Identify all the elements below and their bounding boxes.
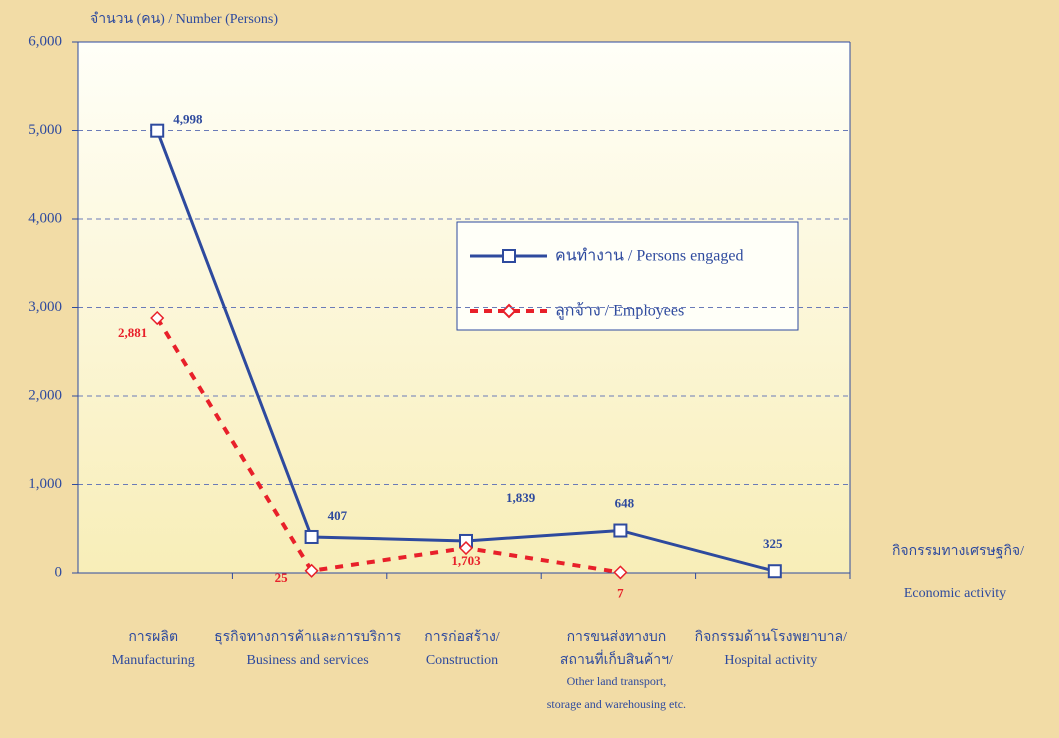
legend-marker [502, 249, 516, 263]
data-label: 25 [275, 570, 289, 585]
x-tick-label: การก่อสร้าง/ [424, 629, 500, 645]
x-tick-label: Other land transport, [567, 674, 667, 688]
point [458, 540, 474, 556]
y-axis-title: จำนวน (คน) / Number (Persons) [90, 12, 278, 27]
x-tick-label: Manufacturing [112, 653, 195, 668]
point [613, 523, 628, 538]
point [150, 310, 165, 326]
point [304, 529, 319, 544]
y-tick-label: 3,000 [28, 299, 62, 315]
legend: คนทำงาน / Persons engaged ลูกจ้าง / Emplo… [456, 221, 799, 331]
x-tick-label: Hospital activity [724, 653, 817, 668]
y-tick-label: 1,000 [28, 476, 62, 492]
data-label: 1,839 [506, 490, 536, 505]
x-tick-label: สถานที่เก็บสินค้าฯ/ [560, 650, 673, 668]
point [767, 564, 782, 579]
data-label: 1,703 [451, 553, 481, 568]
data-label: 2,881 [118, 325, 147, 340]
legend-label: คนทำงาน / Persons engaged [555, 248, 743, 265]
x-tick-label: ธุรกิจทางการค้าและการบริการ [214, 629, 401, 645]
point [304, 563, 319, 578]
data-label: 4,998 [173, 112, 203, 127]
point [613, 565, 628, 580]
x-tick-label: การขนส่งทางบก [567, 630, 667, 645]
series-line [155, 316, 621, 575]
x-tick-label: กิจกรรมด้านโรงพยาบาล/ [695, 628, 847, 645]
y-tick-label: 4,000 [28, 210, 62, 226]
legend-label: ลูกจ้าง / Employees [555, 302, 684, 321]
data-label: 325 [763, 536, 783, 551]
x-axis-title: Economic activity [904, 586, 1006, 601]
data-label: 648 [615, 496, 635, 511]
data-label: 407 [328, 508, 348, 523]
x-tick-label: การผลิต [128, 630, 178, 645]
x-axis-title: กิจกรรมทางเศรษฐกิจ/ [892, 544, 1024, 559]
x-tick-label: Business and services [247, 653, 369, 668]
y-tick-label: 2,000 [28, 387, 62, 403]
point [150, 123, 165, 138]
x-tick-label: Construction [426, 653, 498, 668]
y-tick-label: 6,000 [28, 33, 62, 49]
y-tick-label: 0 [55, 564, 63, 580]
y-tick-label: 5,000 [28, 122, 62, 138]
x-tick-label: storage and warehousing etc. [547, 697, 686, 711]
data-label: 7 [617, 585, 624, 600]
